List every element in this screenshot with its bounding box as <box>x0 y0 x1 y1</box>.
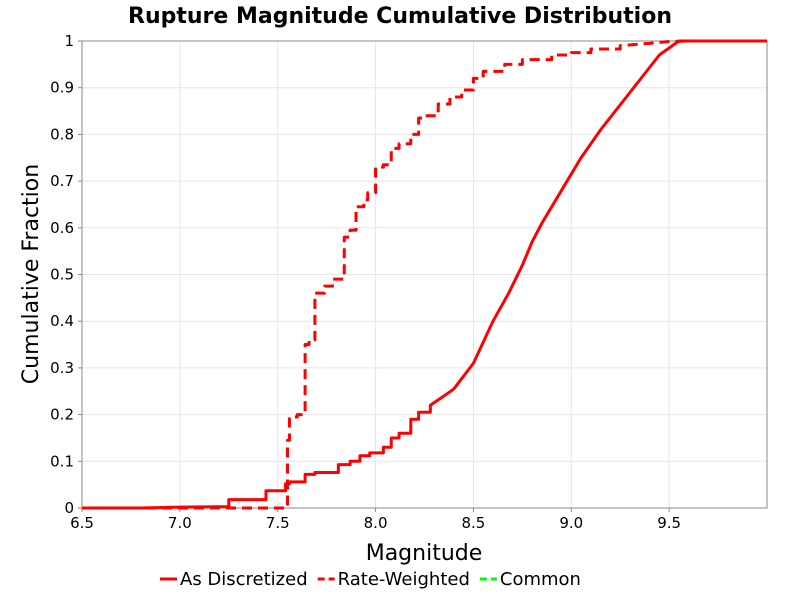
x-tick-label: 7.5 <box>266 514 290 532</box>
legend: As Discretized Rate-Weighted Common <box>160 569 581 590</box>
y-tick-label: 0.4 <box>50 312 74 330</box>
y-tick-label: 0.6 <box>50 219 74 237</box>
series-layer <box>82 39 767 510</box>
series-line-rate-weighted <box>82 39 767 510</box>
y-tick-label: 0.7 <box>50 172 74 190</box>
x-axis-label: Magnitude <box>366 541 483 566</box>
y-tick-label: 0.3 <box>50 359 74 377</box>
legend-label: As Discretized <box>180 569 308 590</box>
y-axis-label: Cumulative Fraction <box>19 164 44 384</box>
chart-title: Rupture Magnitude Cumulative Distributio… <box>128 4 672 29</box>
x-tick-label: 8.0 <box>364 514 388 532</box>
legend-label: Rate-Weighted <box>338 569 470 590</box>
y-tick-label: 0.2 <box>50 406 74 424</box>
y-axis-ticks: 0 0.1 0.2 0.3 0.4 0.5 0.6 0.7 0.8 0.9 1 <box>50 32 82 517</box>
y-tick-label: 0.5 <box>50 266 74 284</box>
x-tick-label: 9.0 <box>559 514 583 532</box>
y-tick-label: 0 <box>64 499 74 517</box>
x-tick-label: 8.5 <box>461 514 485 532</box>
x-tick-label: 6.5 <box>70 514 94 532</box>
y-tick-label: 0.9 <box>50 79 74 97</box>
y-tick-label: 1 <box>64 32 74 50</box>
y-tick-label: 0.8 <box>50 125 74 143</box>
x-tick-label: 9.5 <box>657 514 681 532</box>
x-tick-label: 7.0 <box>168 514 192 532</box>
grid-lines <box>81 40 767 509</box>
x-axis-ticks: 6.5 7.0 7.5 8.0 8.5 9.0 9.5 <box>70 508 681 532</box>
y-tick-label: 0.1 <box>50 452 74 470</box>
legend-label: Common <box>500 569 581 590</box>
